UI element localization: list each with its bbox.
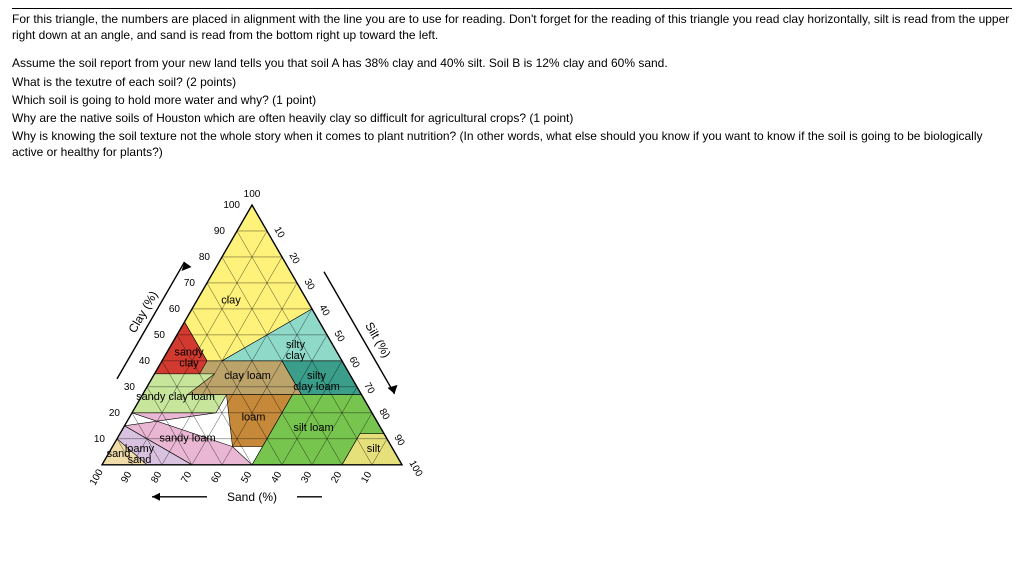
svg-text:100: 100	[406, 458, 424, 478]
svg-text:80: 80	[199, 251, 211, 262]
svg-text:90: 90	[214, 225, 226, 236]
svg-text:100: 100	[88, 467, 106, 487]
svg-text:clay: clay	[221, 294, 241, 306]
svg-text:40: 40	[269, 469, 284, 485]
svg-text:60: 60	[169, 303, 181, 314]
svg-text:clay: clay	[179, 357, 199, 369]
soil-texture-triangle: 1010102020203030304040405050506060607070…	[42, 175, 1012, 565]
svg-text:10: 10	[359, 469, 374, 485]
svg-text:loam: loam	[242, 411, 266, 423]
svg-text:10: 10	[271, 224, 286, 240]
svg-text:20: 20	[109, 407, 121, 418]
svg-text:90: 90	[391, 432, 406, 448]
svg-text:50: 50	[331, 328, 346, 344]
svg-text:clay: clay	[286, 349, 306, 361]
svg-text:10: 10	[94, 433, 106, 444]
svg-text:sand: sand	[128, 453, 152, 465]
svg-text:70: 70	[184, 277, 196, 288]
svg-text:sand: sand	[107, 448, 131, 460]
svg-text:clay loam: clay loam	[293, 381, 339, 393]
question-1: What is the texutre of each soil? (2 poi…	[12, 74, 1012, 90]
svg-text:100: 100	[223, 200, 240, 211]
svg-text:80: 80	[376, 406, 391, 422]
svg-text:40: 40	[316, 302, 331, 318]
svg-text:50: 50	[154, 329, 166, 340]
question-4: Why is knowing the soil texture not the …	[12, 128, 1012, 160]
svg-text:70: 70	[179, 469, 194, 485]
intro-1: For this triangle, the numbers are place…	[12, 8, 1012, 43]
svg-text:sandy clay loam: sandy clay loam	[136, 390, 215, 402]
svg-text:50: 50	[239, 469, 254, 485]
svg-text:20: 20	[286, 250, 301, 266]
svg-text:30: 30	[124, 381, 136, 392]
svg-text:100: 100	[244, 189, 261, 200]
question-2: Which soil is going to hold more water a…	[12, 92, 1012, 108]
svg-text:90: 90	[119, 469, 134, 485]
svg-text:70: 70	[361, 380, 376, 396]
svg-text:silt loam: silt loam	[293, 422, 333, 434]
svg-text:40: 40	[139, 355, 151, 366]
svg-text:30: 30	[301, 276, 316, 292]
svg-text:80: 80	[149, 469, 164, 485]
svg-text:clay loam: clay loam	[224, 370, 270, 382]
svg-text:Silt (%): Silt (%)	[362, 319, 393, 359]
svg-text:Sand (%): Sand (%)	[227, 489, 277, 503]
question-3: Why are the native soils of Houston whic…	[12, 110, 1012, 126]
svg-text:30: 30	[299, 469, 314, 485]
svg-text:60: 60	[346, 354, 361, 370]
intro-2: Assume the soil report from your new lan…	[12, 55, 1012, 71]
svg-text:sandy loam: sandy loam	[159, 432, 215, 444]
svg-text:60: 60	[209, 469, 224, 485]
svg-text:20: 20	[329, 469, 344, 485]
svg-text:silt: silt	[367, 442, 380, 454]
